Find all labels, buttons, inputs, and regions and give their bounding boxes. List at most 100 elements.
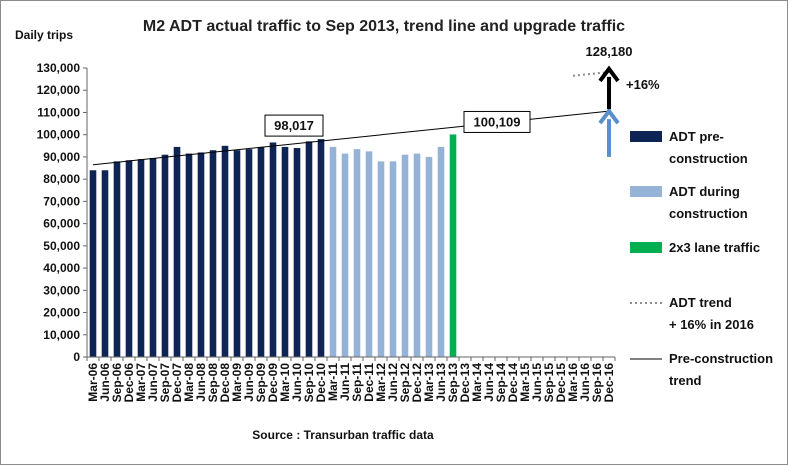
y-tick-label: 70,000 <box>43 194 80 208</box>
legend-label-adt-trend: + 16% in 2016 <box>669 317 754 332</box>
legend-label-pre-construction: construction <box>669 151 748 166</box>
x-tick-label: Mar-06 <box>86 363 100 402</box>
upgrade-callout-box <box>463 110 531 133</box>
bar <box>293 148 301 357</box>
bar <box>341 153 349 357</box>
bar <box>377 161 385 357</box>
x-axis-label: Source : Transurban traffic data <box>252 428 434 442</box>
x-tick-label: Jun-16 <box>578 363 592 402</box>
bar <box>281 146 289 357</box>
x-tick-label: Sep-12 <box>398 363 412 403</box>
x-tick-label: Sep-15 <box>542 363 556 403</box>
x-tick-label: Sep-14 <box>494 363 508 403</box>
adt-trend-dotted-line <box>572 71 610 77</box>
bar <box>257 146 265 357</box>
bar <box>125 160 133 357</box>
legend-label-adt-trend: ADT trend <box>669 295 732 310</box>
x-tick-label: Sep-06 <box>110 363 124 403</box>
bar <box>401 154 409 357</box>
trend-lines <box>92 71 610 166</box>
y-tick-label: 50,000 <box>43 239 80 253</box>
bar <box>305 141 313 357</box>
y-axis-ticks: 0 10,000 20,000 30,000 40,000 50,000 60,000 70,… <box>37 61 87 364</box>
x-tick-label: Jun-06 <box>98 363 112 402</box>
bar <box>197 152 205 357</box>
bar <box>449 134 457 357</box>
bar <box>269 142 277 357</box>
y-axis-label: Daily trips <box>15 28 73 42</box>
x-tick-label: Mar-07 <box>134 363 148 402</box>
x-tick-label: Sep-10 <box>302 363 316 403</box>
chart-title: M2 ADT actual traffic to Sep 2013, trend… <box>143 18 625 35</box>
bar <box>89 170 97 357</box>
x-tick-label: Jun-15 <box>530 363 544 402</box>
legend-label-pre-construction-trend: trend <box>669 373 702 388</box>
bar <box>137 159 145 357</box>
bar <box>209 150 217 357</box>
bar <box>149 158 157 357</box>
y-tick-label: 100,000 <box>37 128 81 142</box>
y-tick-label: 90,000 <box>43 150 80 164</box>
legend-swatch-2x3-lane <box>630 242 662 253</box>
bar <box>329 146 337 357</box>
bar <box>425 156 433 357</box>
pre-peak-callout-box <box>264 114 324 137</box>
bar <box>113 161 121 357</box>
bar <box>221 145 229 357</box>
x-tick-label: Sep-07 <box>158 363 172 403</box>
x-tick-label: Mar-10 <box>278 363 292 402</box>
x-tick-label: Sep-09 <box>254 363 268 403</box>
x-tick-label: Dec-15 <box>554 363 568 403</box>
legend-label-2x3-lane: 2x3 lane traffic <box>669 240 760 255</box>
bar <box>233 150 241 357</box>
x-tick-label: Dec-10 <box>314 363 328 403</box>
y-tick-label: 10,000 <box>43 328 80 342</box>
x-tick-label: Dec-08 <box>218 363 232 403</box>
bar <box>353 149 361 357</box>
legend-label-during-construction: construction <box>669 206 748 221</box>
x-axis-ticks: Mar-06Jun-06Sep-06Dec-06Mar-07Jun-07Sep-… <box>86 357 616 402</box>
x-tick-label: Dec-06 <box>122 363 136 403</box>
legend-label-pre-construction-trend: Pre-construction <box>669 351 773 366</box>
y-tick-label: 110,000 <box>37 105 80 119</box>
bar <box>185 153 193 357</box>
x-tick-label: Jun-09 <box>242 363 256 402</box>
x-tick-label: Mar-13 <box>422 363 436 402</box>
bar <box>161 154 169 357</box>
bar <box>173 146 181 357</box>
bar <box>389 161 397 357</box>
x-tick-label: Sep-08 <box>206 363 220 403</box>
x-tick-label: Mar-09 <box>230 363 244 402</box>
bar <box>437 146 445 357</box>
x-tick-label: Sep-11 <box>350 363 364 402</box>
axes <box>86 68 615 358</box>
y-tick-label: 130,000 <box>37 61 81 75</box>
x-tick-label: Dec-14 <box>506 363 520 403</box>
x-tick-label: Mar-16 <box>566 363 580 402</box>
target-value-label: 128,180 <box>586 44 633 59</box>
x-tick-label: Jun-07 <box>146 363 160 402</box>
x-tick-label: Jun-14 <box>482 363 496 402</box>
x-tick-label: Jun-08 <box>194 363 208 402</box>
x-tick-label: Dec-13 <box>458 363 472 403</box>
bar <box>317 139 325 357</box>
bar <box>365 151 373 357</box>
increase-label: +16% <box>626 77 660 92</box>
pre-construction-trend-line <box>92 110 610 166</box>
bars <box>89 134 457 357</box>
bar <box>101 170 109 357</box>
y-tick-label: 60,000 <box>43 217 80 231</box>
x-tick-label: Sep-16 <box>590 363 604 403</box>
arrow-head <box>598 107 620 125</box>
legend-swatch-pre-construction <box>630 131 662 142</box>
arrow-head <box>598 65 620 83</box>
x-tick-label: Dec-07 <box>170 363 184 403</box>
x-tick-label: Dec-16 <box>602 363 616 403</box>
y-tick-label: 80,000 <box>43 172 80 186</box>
legend: ADT pre-construction ADT during constructi… <box>630 129 773 388</box>
bar <box>245 149 253 357</box>
y-tick-label: 120,000 <box>37 83 81 97</box>
x-tick-label: Dec-09 <box>266 363 280 403</box>
